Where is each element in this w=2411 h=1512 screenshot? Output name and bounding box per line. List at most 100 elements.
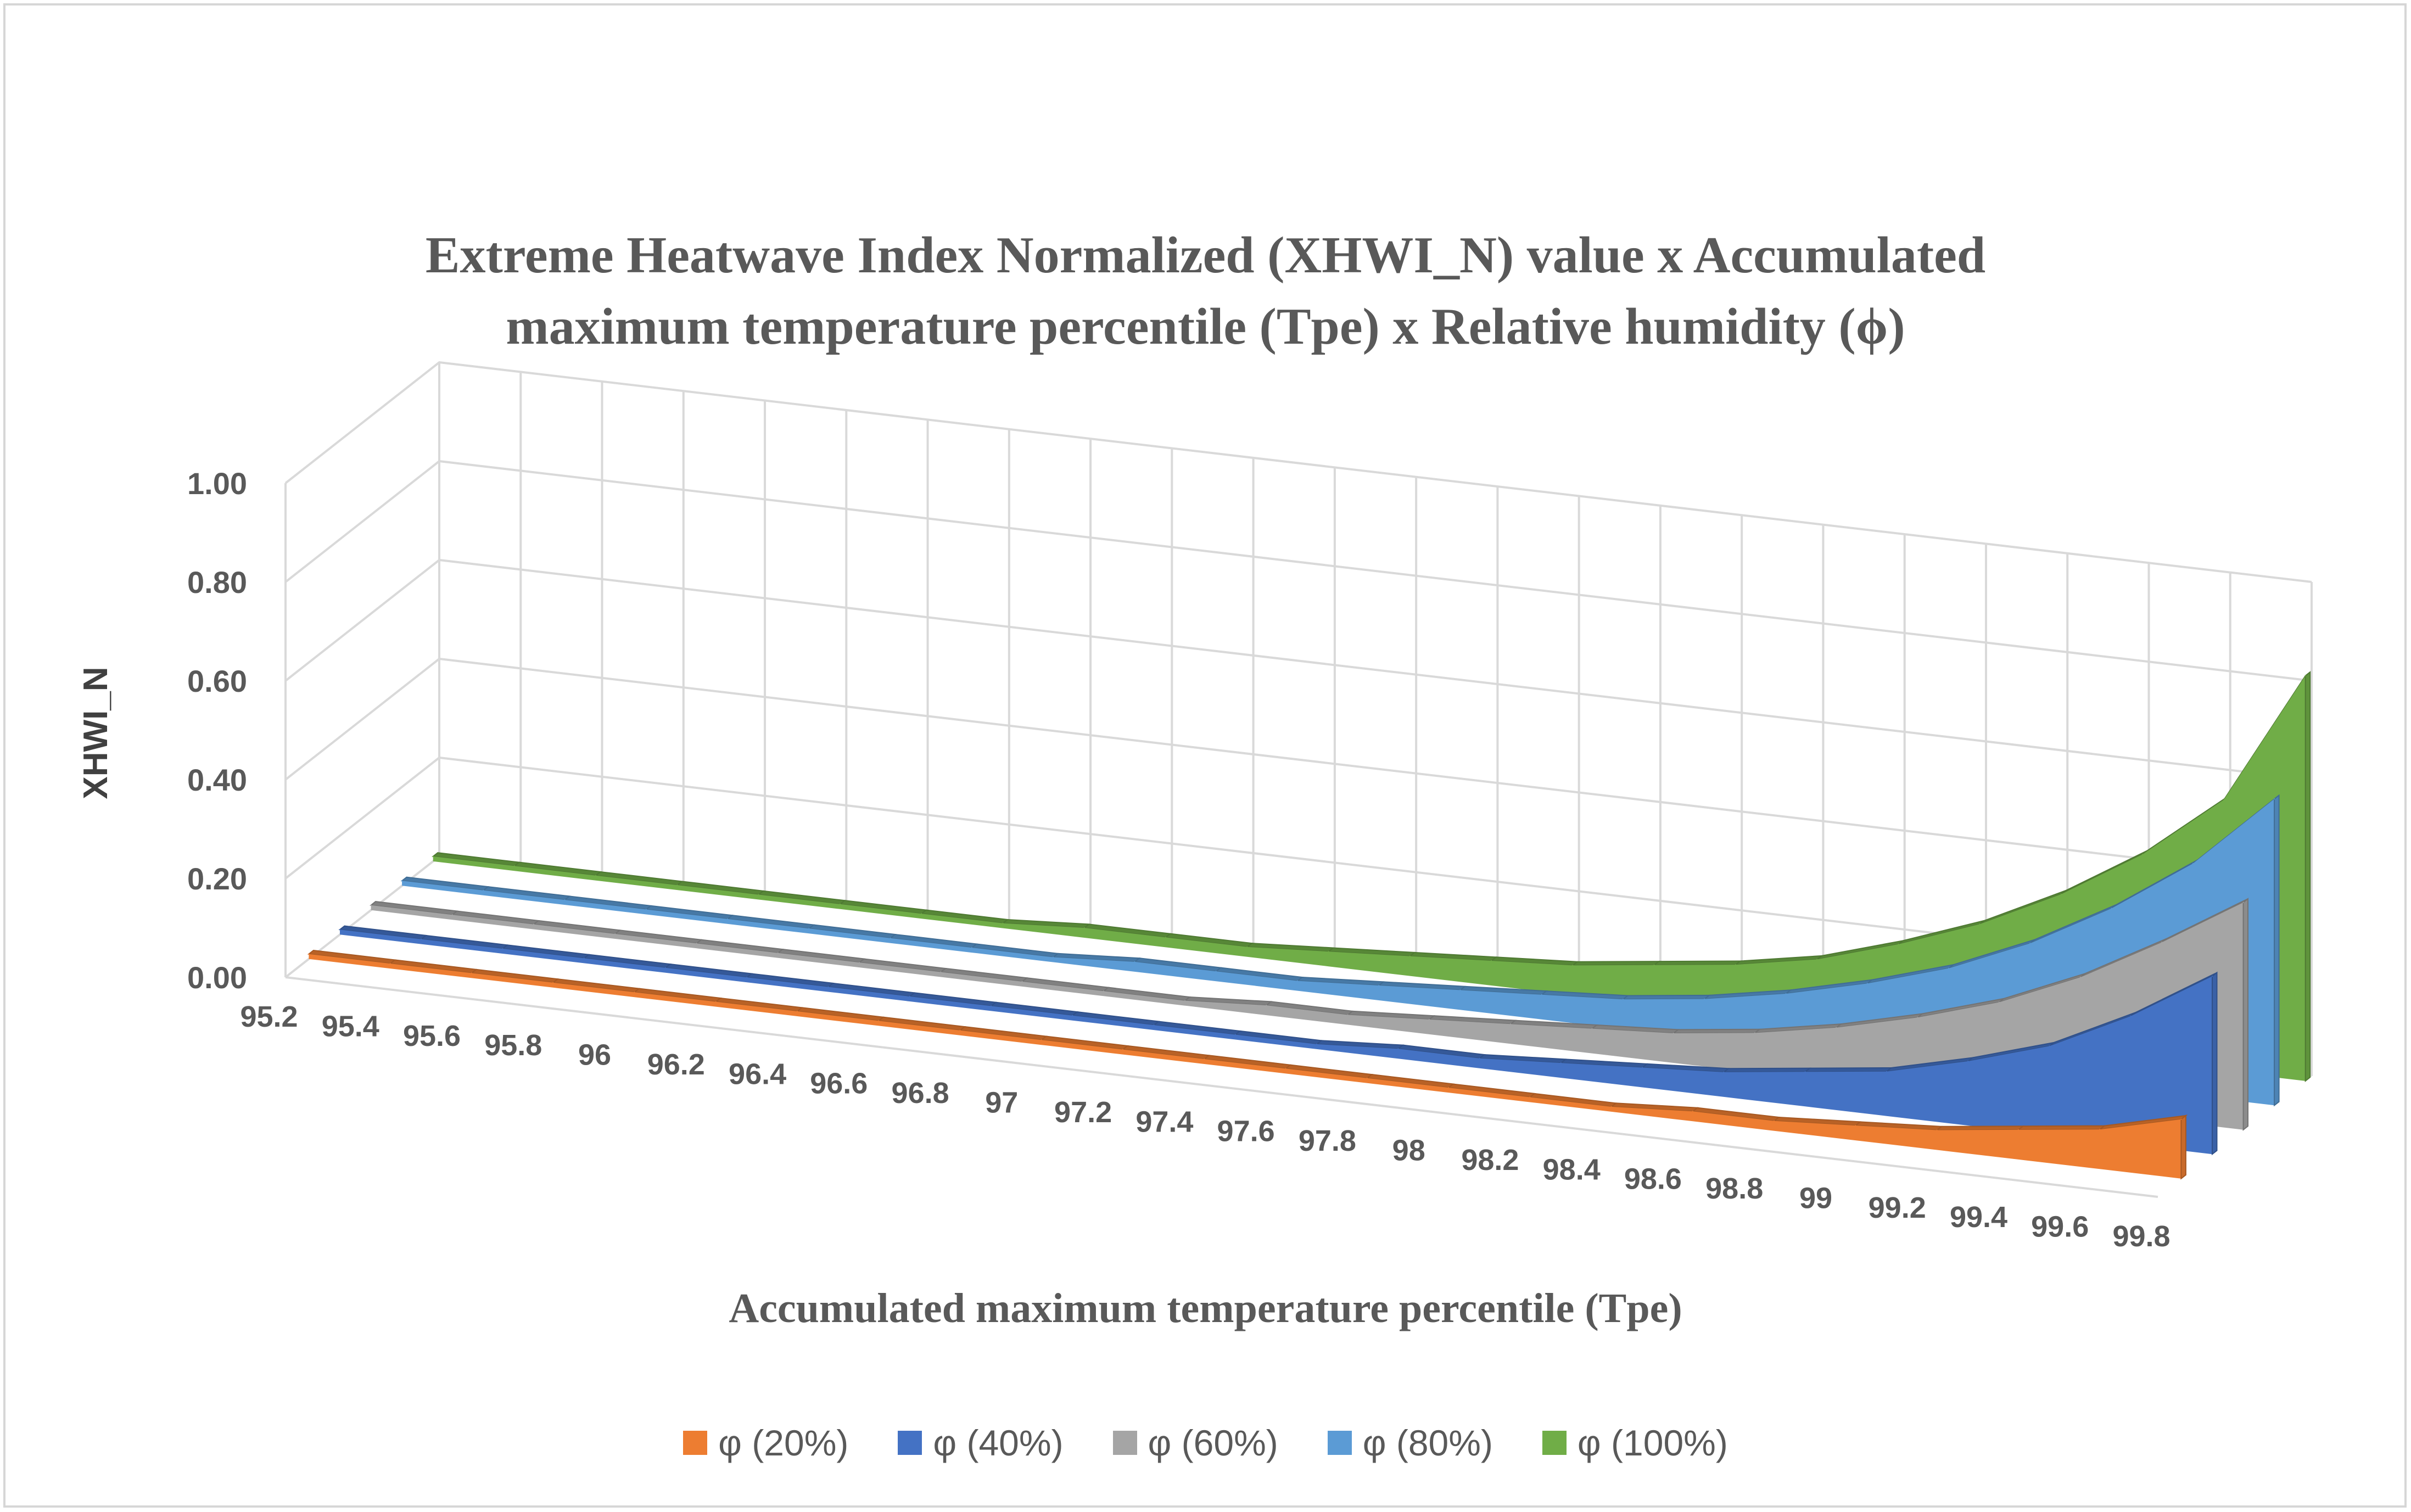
data-point: [2161, 942, 2163, 943]
legend-item: φ (60%): [1112, 1422, 1278, 1464]
data-point: [859, 962, 860, 964]
data-point: [2029, 943, 2031, 944]
x-tick-label: 99.8: [2112, 1220, 2170, 1253]
x-tick-label: 95.6: [403, 1020, 461, 1052]
data-point: [1297, 980, 1298, 982]
data-point: [890, 937, 891, 939]
ribbon-end-face: [2180, 1114, 2186, 1180]
series-ribbon: [307, 949, 2188, 1180]
data-point: [1347, 1014, 1349, 1016]
data-point: [1836, 1027, 1837, 1028]
x-tick-label: 97.6: [1217, 1115, 1275, 1148]
data-point: [991, 1005, 992, 1007]
data-point: [1215, 971, 1217, 972]
x-tick-label: 95.8: [484, 1029, 542, 1062]
ribbon-front-face: [309, 954, 2181, 1179]
data-point: [2223, 799, 2225, 800]
data-point: [1642, 1067, 1643, 1068]
legend-swatch: [683, 1431, 708, 1455]
ribbon-top-segment: [1652, 960, 1742, 966]
data-point: [2180, 1118, 2182, 1120]
y-tick-label: 0.60: [187, 664, 247, 698]
data-point: [2049, 1045, 2050, 1047]
data-point: [1754, 1032, 1755, 1034]
series-ribbon: [338, 925, 2218, 1156]
y-tick-label: 0.00: [187, 960, 247, 995]
data-point: [1723, 1071, 1725, 1073]
data-point: [1459, 989, 1461, 991]
data-point: [564, 899, 566, 901]
floor-front-edge: [285, 976, 2158, 1198]
ribbon-front-face: [340, 929, 2212, 1155]
y-axis-ticks: 0.00 0.20 0.40 0.60 0.80 1.00: [187, 466, 247, 995]
x-tick-label: 96: [578, 1039, 611, 1072]
y-tick-label: 0.20: [187, 861, 247, 896]
data-point: [1134, 961, 1135, 962]
ribbon-top-segment: [2017, 1125, 2106, 1130]
data-point: [1397, 1048, 1399, 1050]
data-point: [1510, 1023, 1512, 1025]
data-point: [389, 963, 391, 965]
data-point: [1572, 965, 1574, 966]
data-point: [1491, 960, 1492, 961]
ribbon-top-segment: [1722, 1067, 1812, 1073]
chart-title: Extreme Heatwave Index Normalized (XHWI_…: [0, 220, 2411, 362]
x-tick-label: 99.6: [2031, 1211, 2089, 1244]
x-tick-label: 98.4: [1543, 1153, 1601, 1186]
data-point: [2304, 675, 2306, 676]
data-point: [959, 1029, 961, 1031]
ribbon-front-face: [433, 675, 2306, 1081]
data-point: [1378, 985, 1380, 986]
data-point: [1529, 1096, 1531, 1098]
data-point: [1774, 1120, 1775, 1122]
data-point: [2099, 1129, 2101, 1130]
data-point: [1041, 1039, 1042, 1041]
data-point: [583, 957, 585, 959]
data-point: [1002, 922, 1004, 924]
gridline-horizontal: [284, 361, 2312, 583]
legend-item: φ (80%): [1327, 1422, 1493, 1464]
data-point: [1021, 981, 1023, 982]
data-point: [370, 904, 372, 906]
x-axis-ticks: 95.2 95.4 95.6 95.8 96 96.2 96.4 96.6 96.8 97 97.2…: [240, 1000, 2170, 1253]
ribbon-top-segment: [1671, 1028, 1761, 1034]
data-point: [797, 1011, 798, 1012]
data-point: [909, 996, 910, 997]
data-point: [2242, 901, 2244, 903]
data-point: [1448, 1087, 1450, 1089]
x-tick-label: 96.6: [810, 1067, 868, 1100]
data-point: [1653, 964, 1655, 966]
data-point: [1998, 1001, 2000, 1003]
data-point: [1328, 951, 1329, 953]
x-tick-label: 98: [1392, 1134, 1425, 1167]
data-point: [1785, 993, 1787, 994]
legend-item: φ (20%): [683, 1422, 848, 1464]
data-point: [1204, 1059, 1205, 1060]
data-point: [1560, 1062, 1562, 1064]
data-point: [2212, 976, 2213, 977]
data-point: [1234, 1034, 1236, 1035]
gridline-horizontal: [284, 460, 2312, 682]
ribbon-end-face: [2212, 971, 2218, 1156]
data-point: [758, 894, 759, 895]
data-point: [645, 909, 647, 910]
data-point: [746, 977, 748, 978]
data-point: [451, 914, 453, 916]
data-point: [1898, 943, 1899, 945]
x-tick-label: 95.4: [322, 1010, 379, 1043]
data-point: [1083, 927, 1085, 928]
data-point: [1886, 1071, 1887, 1072]
data-point: [1804, 1071, 1806, 1073]
data-point: [2192, 863, 2194, 864]
legend-item: φ (100%): [1542, 1422, 1728, 1464]
data-point: [1936, 1129, 1938, 1131]
chart-frame: [3, 3, 2407, 1508]
data-point: [827, 986, 829, 988]
x-tick-label: 96.2: [647, 1048, 705, 1081]
data-point: [1735, 964, 1736, 966]
x-tick-label: 96.8: [892, 1077, 949, 1110]
data-point: [1053, 956, 1054, 958]
data-point: [921, 913, 922, 915]
data-point: [1704, 998, 1705, 1000]
data-point: [2060, 893, 2062, 895]
